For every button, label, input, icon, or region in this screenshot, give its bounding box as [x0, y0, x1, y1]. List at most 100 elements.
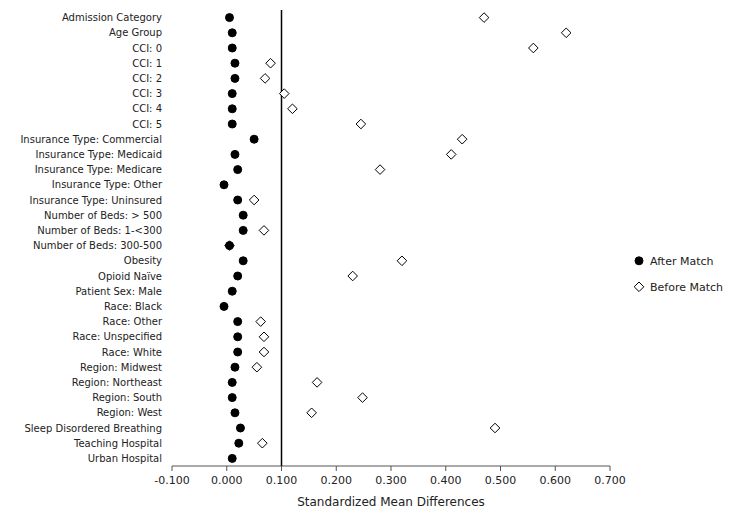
x-tick: [445, 466, 446, 471]
legend-label: After Match: [650, 255, 714, 268]
point: [446, 150, 456, 160]
point: [258, 438, 268, 448]
category-label: Urban Hospital: [88, 453, 162, 464]
point: [239, 257, 247, 265]
x-axis-label: Standardized Mean Differences: [297, 495, 485, 509]
x-tick-label: 0.300: [375, 474, 407, 487]
category-label: Insurance Type: Medicaid: [36, 149, 162, 160]
point: [228, 90, 236, 98]
point: [225, 241, 235, 251]
category-label: Insurance Type: Uninsured: [30, 195, 162, 206]
point: [561, 28, 571, 38]
category-label: Admission Category: [62, 12, 162, 23]
point: [250, 135, 258, 143]
category-label: Obesity: [124, 255, 162, 266]
x-tick: [555, 466, 556, 471]
point: [220, 181, 228, 189]
category-label: Sleep Disordered Breathing: [24, 423, 162, 434]
reference-line: [281, 10, 283, 466]
x-tick-label: -0.100: [154, 474, 189, 487]
x-tick-label: 0.700: [594, 474, 626, 487]
point: [234, 272, 242, 280]
chart: -0.100 0.000 0.100 0.200 0.300 0.400 0.500 0.60…: [0, 0, 750, 518]
x-tick-label: 0.000: [211, 474, 243, 487]
category-label: Race: Other: [103, 316, 163, 327]
point: [228, 378, 236, 386]
point: [259, 347, 269, 357]
x-tick-label: 0.500: [485, 474, 517, 487]
point: [457, 134, 467, 144]
point: [375, 165, 385, 175]
point: [288, 104, 298, 114]
category-label: Region: West: [97, 407, 162, 418]
point: [266, 58, 276, 68]
legend: After Match Before Match: [634, 255, 723, 294]
x-tick: [172, 466, 173, 471]
point: [259, 226, 269, 236]
point: [279, 89, 289, 99]
point: [234, 166, 242, 174]
category-label: CCI: 5: [132, 119, 162, 130]
category-label: CCI: 3: [132, 88, 162, 99]
point: [529, 43, 539, 53]
x-tick: [500, 466, 501, 471]
point: [234, 333, 242, 341]
point: [234, 318, 242, 326]
category-label: Race: White: [102, 347, 162, 358]
category-label: Insurance Type: Other: [52, 179, 163, 190]
x-tick-label: 0.400: [430, 474, 462, 487]
legend-marker: [635, 257, 643, 265]
point: [397, 256, 407, 266]
point: [479, 13, 489, 23]
point: [256, 317, 266, 327]
category-label: Number of Beds: > 500: [44, 210, 162, 221]
point: [231, 409, 239, 417]
point: [228, 29, 236, 37]
point: [259, 332, 269, 342]
point: [228, 120, 236, 128]
x-tick: [281, 466, 282, 471]
point: [231, 59, 239, 67]
point: [228, 394, 236, 402]
point: [307, 408, 317, 418]
category-label: Number of Beds: 1-<300: [37, 225, 162, 236]
point: [348, 271, 358, 281]
point: [231, 150, 239, 158]
point: [228, 44, 236, 52]
point: [225, 14, 233, 22]
x-tick-label: 0.600: [540, 474, 572, 487]
point: [312, 378, 322, 388]
point: [236, 424, 244, 432]
legend-label: Before Match: [650, 281, 723, 294]
point: [220, 302, 228, 310]
point: [234, 348, 242, 356]
category-label: Race: Black: [104, 301, 162, 312]
category-label: Insurance Type: Medicare: [35, 164, 162, 175]
category-label: Region: South: [92, 392, 162, 403]
category-label: Region: Northeast: [72, 377, 162, 388]
point: [252, 362, 262, 372]
point: [228, 105, 236, 113]
x-tick: [226, 466, 227, 471]
category-label: Insurance Type: Commercial: [20, 134, 162, 145]
category-label: CCI: 1: [132, 58, 162, 69]
category-label: Race: Unspecified: [73, 331, 163, 342]
point: [228, 287, 236, 295]
point: [231, 363, 239, 371]
category-label: Region: Midwest: [80, 362, 162, 373]
point: [356, 119, 366, 129]
point: [235, 439, 243, 447]
x-tick: [391, 466, 392, 471]
point: [260, 74, 270, 84]
category-label: Patient Sex: Male: [76, 286, 162, 297]
plot-area: [220, 10, 571, 466]
x-tick-label: 0.100: [266, 474, 298, 487]
x-tick: [610, 466, 611, 471]
category-label: Teaching Hospital: [73, 438, 162, 449]
x-tick: [336, 466, 337, 471]
x-tick-label: 0.200: [321, 474, 353, 487]
point: [249, 195, 259, 205]
category-label: Opioid Naïve: [98, 271, 162, 282]
point: [225, 242, 233, 250]
point: [490, 423, 500, 433]
